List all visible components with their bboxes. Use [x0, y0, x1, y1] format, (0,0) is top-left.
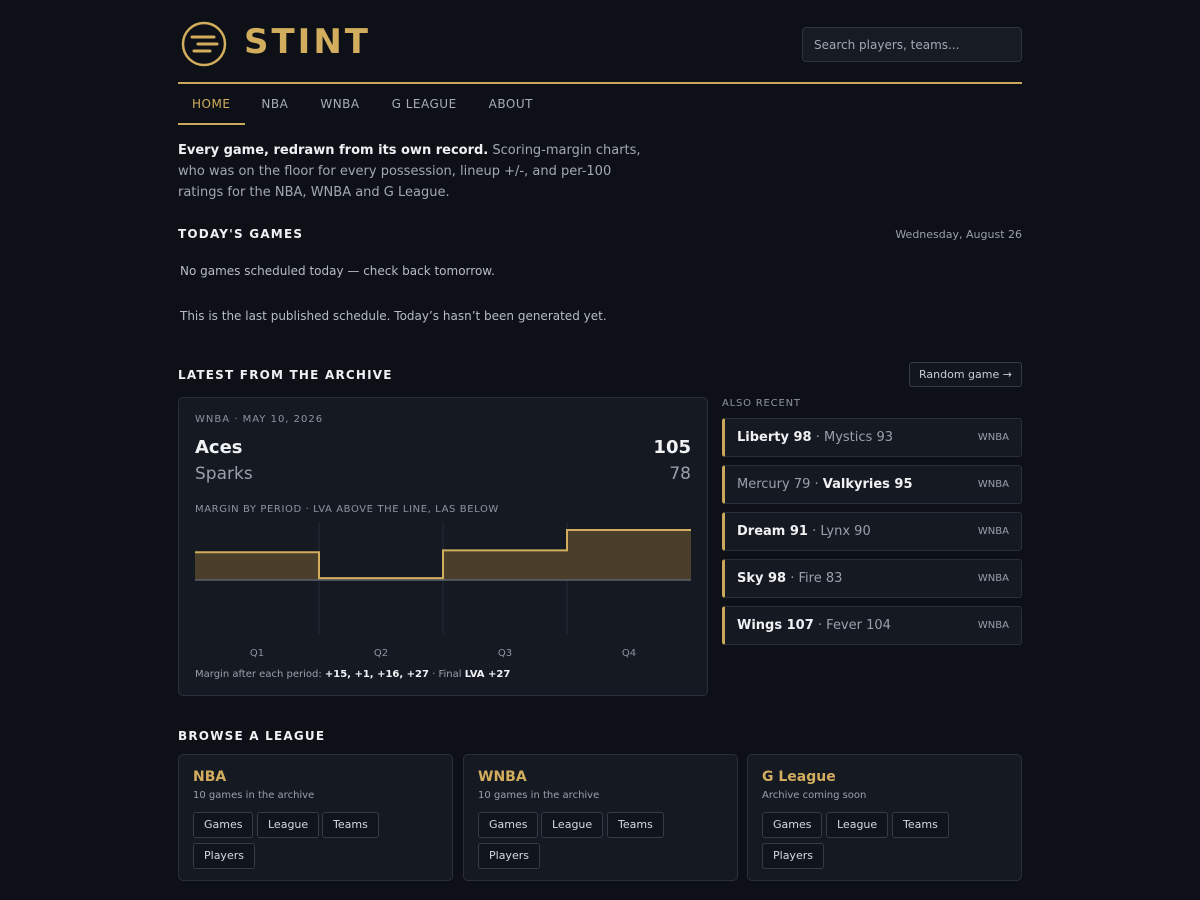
loser-score: Mystics 93	[824, 430, 893, 445]
period-label-q4: Q4	[622, 648, 636, 659]
search-input[interactable]	[802, 27, 1022, 62]
random-game-button[interactable]: Random game →	[909, 362, 1022, 387]
recent-game-result: Mercury 79 · Valkyries 95	[737, 477, 913, 492]
margin-chart: Q1 Q2 Q3 Q4	[195, 522, 691, 659]
recent-game-result: Dream 91 · Lynx 90	[737, 524, 871, 539]
link-teams[interactable]: Teams	[892, 812, 949, 838]
loser-score: Lynx 90	[820, 524, 871, 539]
league-subtitle: 10 games in the archive	[478, 790, 600, 801]
separator: ·	[810, 477, 823, 492]
separator: ·	[813, 618, 827, 633]
league-name[interactable]: NBA	[193, 769, 227, 785]
league-subtitle: 10 games in the archive	[193, 790, 315, 801]
nav-g-league[interactable]: G LEAGUE	[391, 97, 457, 111]
recent-game-1[interactable]: Liberty 98 · Mystics 93 WNBA	[722, 418, 1022, 457]
nav-home[interactable]: HOME	[178, 84, 246, 125]
period-label-q2: Q2	[374, 648, 388, 659]
winner-score: Wings 107	[737, 618, 814, 633]
link-teams[interactable]: Teams	[322, 812, 379, 838]
recent-game-result: Liberty 98 · Mystics 93	[737, 430, 893, 445]
main-nav: HOME NBA WNBA G LEAGUE ABOUT	[178, 84, 1022, 126]
link-players[interactable]: Players	[193, 843, 255, 869]
nav-nba[interactable]: NBA	[261, 97, 289, 111]
link-games[interactable]: Games	[762, 812, 823, 838]
winner-score: Liberty 98	[737, 430, 812, 445]
chart-caption: MARGIN BY PERIOD · LVA ABOVE THE LINE, L…	[195, 504, 499, 515]
intro-lead: Every game, redrawn from its own record.	[178, 143, 489, 158]
margin-area-q4	[567, 530, 691, 580]
margin-summary: Margin after each period: +15, +1, +16, …	[195, 669, 510, 680]
separator: ·	[807, 524, 821, 539]
loser-score: Fire 83	[798, 571, 843, 586]
winner-score: Sky 98	[737, 571, 787, 586]
summary-final: LVA +27	[464, 669, 511, 680]
link-players[interactable]: Players	[762, 843, 824, 869]
page: STINT HOME NBA WNBA G LEAGUE ABOUT Every…	[178, 0, 1022, 881]
nav-wnba[interactable]: WNBA	[320, 97, 360, 111]
recent-game-3[interactable]: Dream 91 · Lynx 90 WNBA	[722, 512, 1022, 551]
logo-wordmark[interactable]: STINT	[244, 22, 371, 62]
nav-about[interactable]: ABOUT	[488, 97, 533, 111]
todays-games-title: TODAY'S GAMES	[178, 227, 304, 241]
winner-score: Dream 91	[737, 524, 808, 539]
recent-game-league: WNBA	[977, 573, 1009, 584]
winner-score: Valkyries 95	[822, 477, 913, 492]
period-label-q1: Q1	[250, 648, 264, 659]
league-card-wnba: WNBA 10 games in the archive Games Leagu…	[463, 754, 738, 881]
featured-game-card[interactable]: WNBA · MAY 10, 2026 Aces 105 Sparks 78 M…	[178, 397, 708, 696]
period-label-q3: Q3	[498, 648, 512, 659]
recent-game-2[interactable]: Mercury 79 · Valkyries 95 WNBA	[722, 465, 1022, 504]
link-league[interactable]: League	[257, 812, 320, 838]
recent-game-result: Sky 98 · Fire 83	[737, 571, 842, 586]
recent-game-5[interactable]: Wings 107 · Fever 104 WNBA	[722, 606, 1022, 645]
margin-step-line	[195, 529, 691, 580]
summary-prefix: Margin after each period:	[195, 669, 325, 680]
separator: ·	[811, 430, 824, 445]
link-league[interactable]: League	[541, 812, 604, 838]
loser-score: Fever 104	[826, 618, 891, 633]
link-games[interactable]: Games	[478, 812, 539, 838]
margin-area-q1	[195, 552, 319, 580]
featured-score-home: 105	[653, 437, 691, 458]
also-recent-label: ALSO RECENT	[722, 398, 801, 409]
league-card-nba: NBA 10 games in the archive Games League…	[178, 754, 453, 881]
featured-team-home: Aces	[195, 437, 243, 458]
no-games-note: No games scheduled today — check back to…	[180, 264, 495, 278]
recent-game-4[interactable]: Sky 98 · Fire 83 WNBA	[722, 559, 1022, 598]
link-players[interactable]: Players	[478, 843, 540, 869]
summary-values: +15, +1, +16, +27	[324, 669, 429, 680]
loser-score: Mercury 79	[737, 477, 811, 492]
intro-body: Scoring-margin charts, who was on the fl…	[178, 143, 641, 200]
margin-area-q3	[443, 550, 567, 580]
featured-meta: WNBA · MAY 10, 2026	[195, 414, 324, 425]
todays-date: Wednesday, August 26	[895, 228, 1022, 241]
recent-game-league: WNBA	[977, 526, 1009, 537]
intro-text: Every game, redrawn from its own record.…	[178, 140, 658, 203]
summary-mid: · Final	[428, 669, 465, 680]
site-header: STINT	[178, 0, 1022, 84]
link-teams[interactable]: Teams	[607, 812, 664, 838]
stint-logo-icon[interactable]	[181, 21, 227, 67]
recent-game-league: WNBA	[977, 620, 1009, 631]
link-league[interactable]: League	[826, 812, 889, 838]
league-subtitle: Archive coming soon	[762, 790, 867, 801]
separator: ·	[786, 571, 799, 586]
league-card-g-league: G League Archive coming soon Games Leagu…	[747, 754, 1022, 881]
featured-team-away: Sparks	[195, 464, 253, 484]
league-name[interactable]: WNBA	[478, 769, 527, 785]
archive-title: LATEST FROM THE ARCHIVE	[178, 368, 393, 382]
browse-title: BROWSE A LEAGUE	[178, 729, 326, 743]
league-name[interactable]: G League	[762, 769, 836, 785]
link-games[interactable]: Games	[193, 812, 254, 838]
recent-game-league: WNBA	[977, 432, 1009, 443]
recent-game-league: WNBA	[977, 479, 1009, 490]
featured-score-away: 78	[669, 464, 691, 484]
schedule-note: This is the last published schedule. Tod…	[180, 309, 607, 323]
recent-game-result: Wings 107 · Fever 104	[737, 618, 891, 633]
